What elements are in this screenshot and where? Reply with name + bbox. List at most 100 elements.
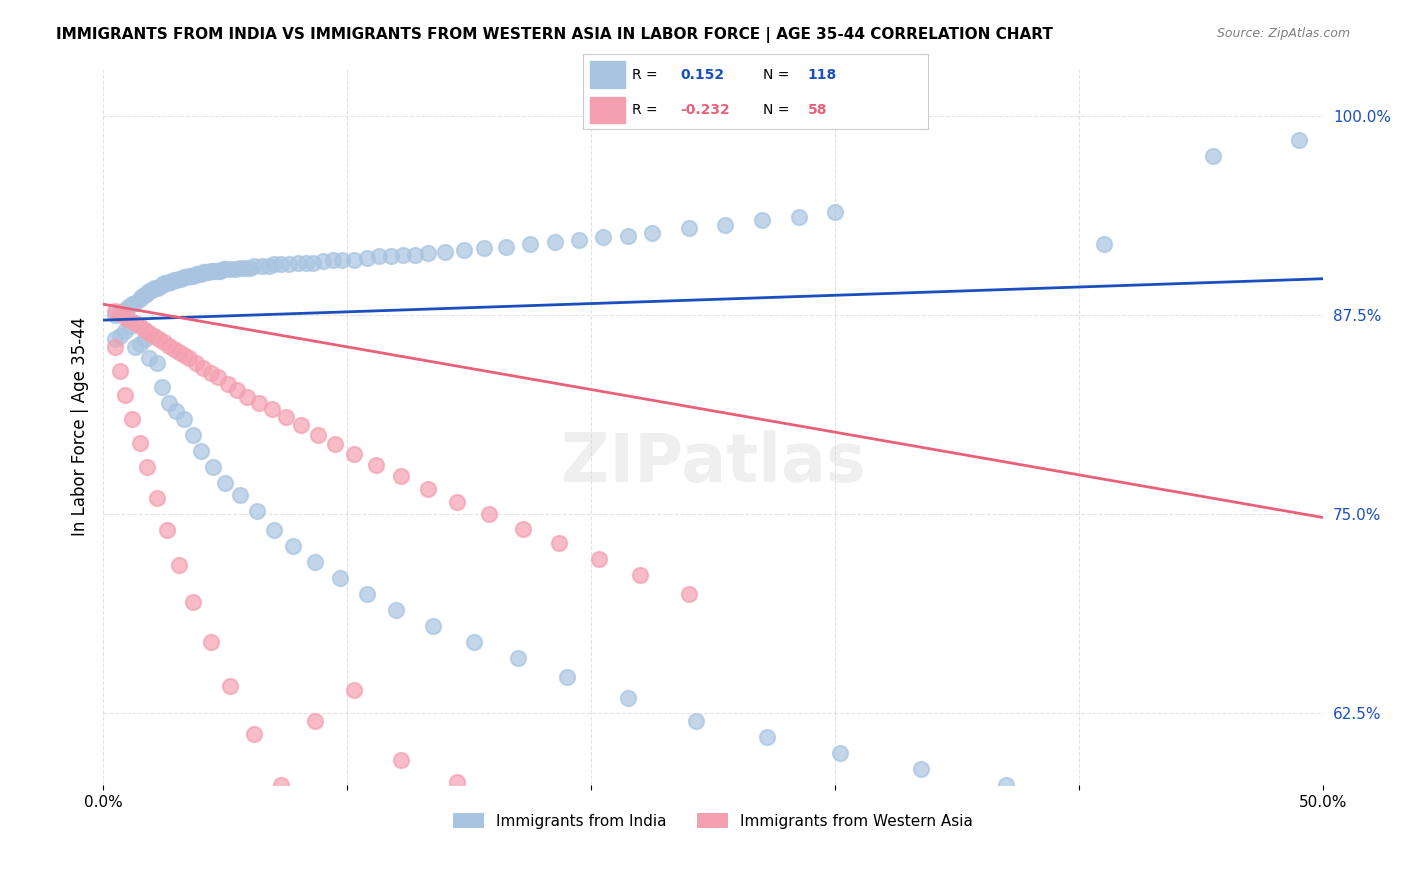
Point	[183, 595, 205, 609]
FancyBboxPatch shape	[591, 96, 624, 123]
Point	[200, 366, 222, 380]
Point	[229, 260, 252, 275]
Point	[201, 264, 224, 278]
Point	[104, 332, 127, 346]
Point	[260, 402, 283, 417]
Point	[910, 762, 932, 776]
Point	[134, 332, 156, 346]
Point	[389, 469, 412, 483]
Point	[114, 310, 136, 324]
Point	[128, 293, 150, 307]
Point	[995, 778, 1018, 792]
Text: ZIPatlas: ZIPatlas	[561, 430, 866, 496]
Point	[150, 380, 173, 394]
FancyBboxPatch shape	[591, 62, 624, 87]
Point	[117, 301, 139, 315]
Point	[128, 435, 150, 450]
Text: -0.232: -0.232	[681, 103, 730, 118]
Point	[385, 603, 408, 617]
Point	[141, 283, 163, 297]
Point	[247, 396, 270, 410]
Point	[257, 259, 280, 273]
Point	[143, 329, 166, 343]
Point	[263, 524, 285, 538]
Point	[304, 714, 326, 729]
Point	[143, 281, 166, 295]
Point	[163, 342, 186, 356]
Point	[323, 437, 346, 451]
Point	[270, 257, 292, 271]
Point	[678, 220, 700, 235]
Point	[138, 285, 160, 299]
Point	[446, 494, 468, 508]
Point	[592, 230, 614, 244]
Point	[392, 248, 415, 262]
Point	[121, 297, 143, 311]
Point	[124, 340, 146, 354]
Point	[165, 404, 187, 418]
Point	[714, 218, 737, 232]
Point	[555, 670, 578, 684]
Point	[219, 262, 242, 277]
Point	[211, 262, 233, 277]
Point	[330, 252, 353, 267]
Point	[416, 482, 439, 496]
Point	[506, 650, 529, 665]
Point	[190, 267, 212, 281]
Point	[307, 427, 329, 442]
Point	[150, 278, 173, 293]
Point	[118, 319, 141, 334]
Point	[180, 268, 202, 283]
Point	[183, 427, 205, 442]
Point	[389, 753, 412, 767]
Point	[214, 262, 236, 277]
Point	[329, 571, 352, 585]
Point	[155, 277, 177, 291]
Text: R =: R =	[631, 103, 658, 118]
Point	[367, 249, 389, 263]
Point	[568, 234, 591, 248]
Point	[193, 360, 215, 375]
Text: 0.152: 0.152	[681, 68, 724, 82]
Point	[200, 264, 222, 278]
Point	[157, 338, 180, 352]
Point	[146, 356, 169, 370]
Point	[422, 619, 444, 633]
Point	[131, 289, 153, 303]
Point	[128, 319, 150, 334]
Point	[153, 335, 176, 350]
Point	[543, 235, 565, 249]
Point	[283, 539, 305, 553]
Point	[453, 243, 475, 257]
Point	[243, 259, 266, 273]
Point	[193, 265, 215, 279]
Point	[148, 279, 170, 293]
Point	[1202, 149, 1225, 163]
Point	[187, 267, 209, 281]
Point	[184, 267, 207, 281]
Y-axis label: In Labor Force | Age 35-44: In Labor Force | Age 35-44	[72, 318, 89, 536]
Point	[824, 204, 846, 219]
Point	[755, 731, 778, 745]
Point	[184, 356, 207, 370]
Point	[472, 242, 495, 256]
Text: Source: ZipAtlas.com: Source: ZipAtlas.com	[1216, 27, 1350, 40]
Point	[104, 340, 127, 354]
Point	[214, 475, 236, 490]
Point	[138, 326, 160, 340]
Point	[321, 252, 343, 267]
Point	[121, 412, 143, 426]
Point	[157, 396, 180, 410]
Point	[124, 295, 146, 310]
Point	[830, 746, 852, 760]
Point	[111, 303, 134, 318]
Point	[678, 587, 700, 601]
Point	[157, 275, 180, 289]
Point	[204, 264, 226, 278]
Point	[243, 727, 266, 741]
Point	[136, 459, 159, 474]
Point	[108, 329, 131, 343]
Point	[343, 252, 366, 267]
Point	[160, 275, 183, 289]
Point	[217, 376, 239, 391]
